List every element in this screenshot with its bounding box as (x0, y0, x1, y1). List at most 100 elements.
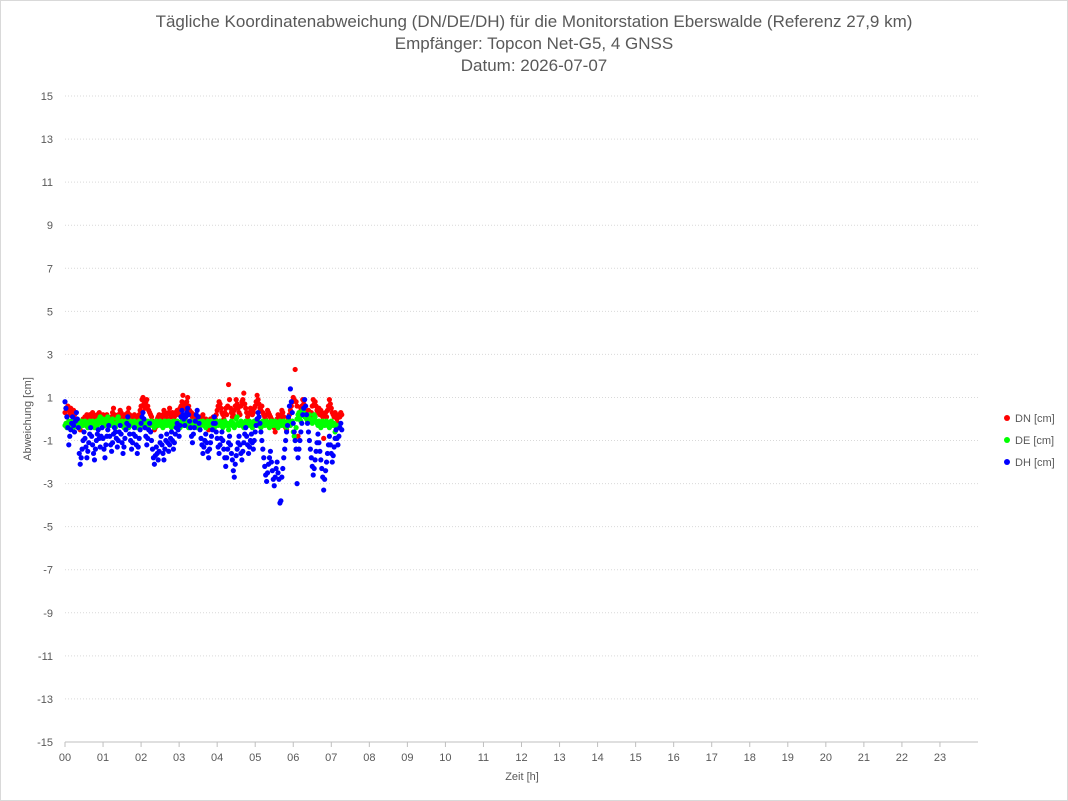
data-point (250, 409, 256, 416)
data-point (312, 457, 318, 463)
data-point (122, 435, 128, 441)
data-point (99, 425, 105, 431)
x-tick-label: 02 (135, 752, 147, 764)
data-point (291, 433, 297, 439)
data-point (298, 429, 304, 435)
y-tick-label: 3 (47, 349, 53, 361)
data-point (227, 442, 234, 448)
data-point (168, 429, 175, 435)
data-point (74, 416, 80, 422)
data-point (250, 446, 256, 452)
data-point (309, 420, 315, 426)
data-point (144, 442, 150, 448)
data-point (225, 427, 232, 433)
data-point (225, 446, 231, 452)
data-point (137, 427, 143, 433)
data-point (134, 450, 140, 457)
data-point (217, 401, 223, 407)
data-point (208, 433, 215, 439)
data-point (180, 392, 186, 398)
data-point (259, 403, 265, 409)
data-point (76, 450, 82, 457)
data-point (317, 448, 323, 454)
data-point (315, 431, 321, 437)
data-point (209, 427, 216, 433)
data-point (233, 397, 239, 403)
data-point (312, 399, 318, 405)
axis-layer: 15 13 11 9 7 5 3 1 -1 -3 -5 -7 -9 -11 -13 -15 00 01 02 03 04… (37, 91, 978, 764)
series-dh (62, 386, 345, 506)
data-point (182, 422, 188, 429)
data-point (82, 435, 88, 441)
x-tick-label: 08 (363, 752, 375, 764)
data-point (103, 442, 109, 448)
data-point (252, 429, 258, 435)
data-point (260, 446, 266, 452)
data-point (109, 416, 116, 422)
y-tick-label: 7 (47, 263, 53, 275)
data-point (285, 414, 292, 420)
data-point (167, 405, 173, 411)
x-tick-label: 01 (97, 752, 109, 764)
data-point (229, 457, 235, 463)
x-tick-label: 19 (782, 752, 794, 764)
data-point (252, 403, 258, 409)
x-tick-label: 15 (630, 752, 642, 764)
data-point (194, 407, 200, 413)
y-tick-label: -1 (43, 436, 53, 448)
data-point (232, 461, 238, 467)
data-point (226, 397, 233, 403)
data-point (140, 409, 146, 416)
data-point (244, 433, 250, 439)
data-point (117, 422, 123, 429)
data-point (264, 470, 271, 476)
data-point (158, 433, 164, 439)
data-point (197, 427, 203, 433)
data-point (293, 399, 299, 405)
data-point (331, 420, 337, 426)
data-point (322, 468, 329, 474)
data-point (112, 429, 119, 435)
data-point (177, 422, 183, 429)
data-point (291, 429, 297, 435)
data-point (274, 459, 280, 465)
data-point (185, 394, 191, 401)
data-point (142, 425, 148, 431)
data-point (175, 427, 181, 433)
data-point (147, 429, 154, 435)
data-point (305, 429, 312, 435)
data-point (245, 450, 252, 457)
data-point (77, 461, 83, 467)
data-point (288, 399, 294, 405)
data-point (259, 437, 265, 444)
data-point (167, 442, 173, 448)
data-point (224, 455, 230, 461)
data-point (118, 431, 124, 437)
legend-label: DN [cm] (1015, 413, 1055, 425)
data-point (307, 446, 313, 452)
data-point (238, 403, 244, 409)
data-point (293, 425, 299, 431)
x-tick-label: 10 (439, 752, 451, 764)
data-point (275, 470, 281, 476)
data-point (246, 444, 253, 450)
y-tick-label: -13 (37, 694, 53, 706)
data-point (280, 465, 286, 472)
data-point (234, 414, 240, 420)
data-point (91, 457, 98, 463)
data-point (220, 437, 226, 444)
data-point (280, 409, 286, 416)
x-axis-title: Zeit [h] (505, 771, 539, 783)
data-point (138, 420, 144, 426)
data-point (327, 401, 333, 407)
data-point (187, 425, 194, 431)
data-point (266, 455, 273, 461)
data-point (327, 442, 333, 448)
data-point (264, 478, 270, 485)
data-point (303, 403, 309, 409)
data-point (219, 429, 225, 435)
data-point (100, 435, 106, 441)
legend-marker (1004, 437, 1010, 443)
data-point (224, 412, 230, 418)
data-point (216, 450, 222, 457)
